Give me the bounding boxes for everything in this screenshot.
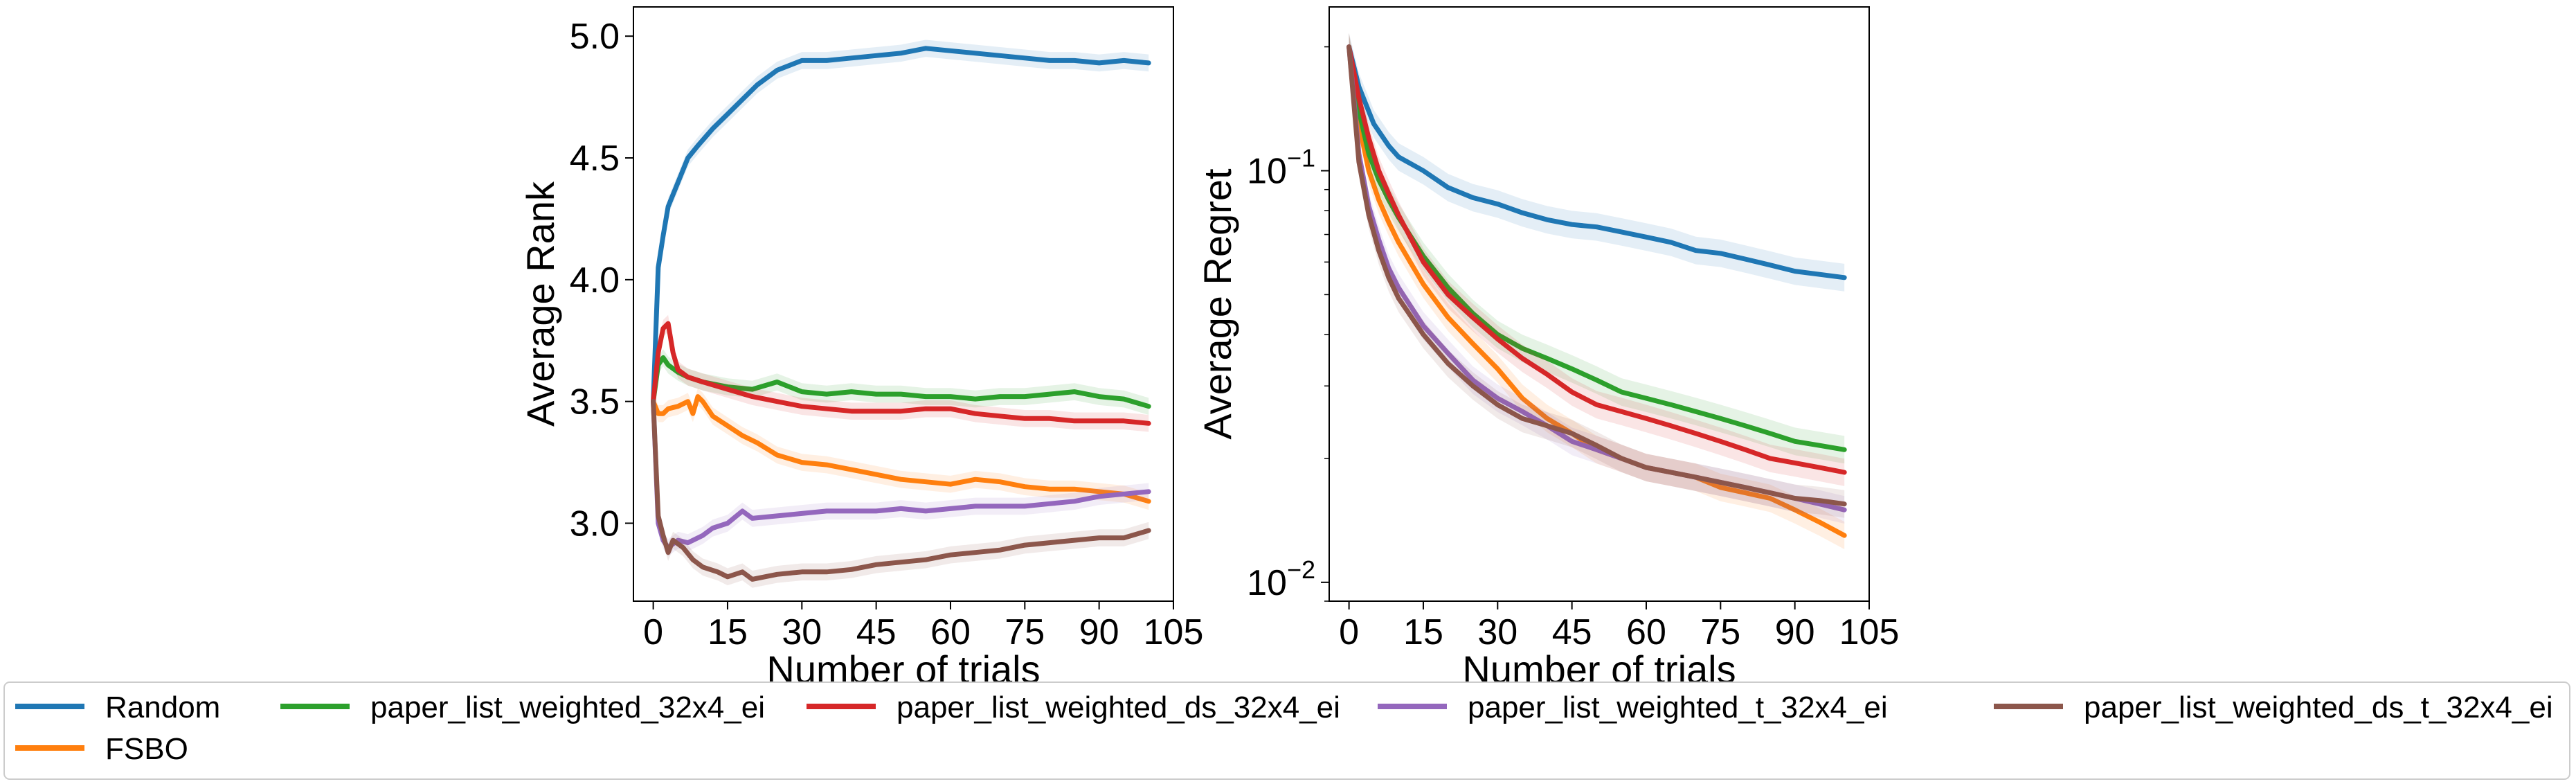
x-tick-label: 105 bbox=[1839, 612, 1900, 652]
x-tick-label: 30 bbox=[1477, 612, 1517, 652]
line-paper-list-weighted-t-32x4-ei bbox=[651, 399, 1151, 551]
x-tick-label: 75 bbox=[1700, 612, 1740, 652]
y-tick-label: 3.0 bbox=[570, 504, 620, 544]
legend-frame bbox=[3, 681, 2570, 780]
x-tick-label: 0 bbox=[1339, 612, 1359, 652]
band-random bbox=[653, 39, 1149, 410]
legend-entry-paper-list-weighted-t-32x4-ei: paper_list_weighted_t_32x4_ei bbox=[1378, 691, 1888, 724]
legend-entry-fsbo: FSBO bbox=[15, 732, 188, 766]
series-paper-list-weighted-ds-32x4-ei bbox=[651, 314, 1151, 432]
line-random bbox=[651, 46, 1151, 404]
y-tick-label: 4.5 bbox=[570, 139, 620, 179]
series-fsbo bbox=[651, 388, 1151, 510]
y-tick-label: 10−2 bbox=[1247, 555, 1315, 603]
series-paper-list-weighted-ds-t-32x4-ei bbox=[651, 393, 1151, 588]
line-random bbox=[1346, 44, 1847, 280]
x-tick-label: 30 bbox=[782, 612, 822, 652]
legend-label: Random bbox=[105, 691, 220, 724]
y-tick-label: 3.5 bbox=[570, 382, 620, 422]
x-tick-label: 15 bbox=[1403, 612, 1443, 652]
legend: Random FSBO paper_list_weighted_32x4_ei pap… bbox=[3, 681, 2570, 780]
legend-label: paper_list_weighted_t_32x4_ei bbox=[1468, 691, 1888, 724]
plot-frame bbox=[633, 6, 1174, 602]
x-tick-label: 90 bbox=[1775, 612, 1815, 652]
band-random bbox=[1349, 33, 1845, 292]
y-tick-label: 4.0 bbox=[570, 260, 620, 301]
legend-label: FSBO bbox=[105, 732, 188, 766]
x-tick-label: 15 bbox=[708, 612, 748, 652]
legend-entry-paper-list-weighted-ds-t-32x4-ei: paper_list_weighted_ds_t_32x4_ei bbox=[1994, 691, 2553, 724]
y-axis-title: Average Rank bbox=[519, 181, 562, 427]
legend-entry-paper-list-weighted-32x4-ei: paper_list_weighted_32x4_ei bbox=[280, 691, 765, 724]
line-paper-list-weighted-ds-t-32x4-ei bbox=[1346, 44, 1847, 507]
line-paper-list-weighted-ds-t-32x4-ei bbox=[651, 399, 1151, 582]
x-tick-label: 105 bbox=[1144, 612, 1204, 652]
x-tick-label: 45 bbox=[856, 612, 897, 652]
band-paper-list-weighted-ds-32x4-ei bbox=[653, 314, 1149, 432]
y-axis-title: Average Regret bbox=[1196, 168, 1239, 440]
series-random bbox=[651, 39, 1151, 410]
legend-label: paper_list_weighted_32x4_ei bbox=[370, 691, 765, 724]
series-paper-list-weighted-ds-32x4-ei bbox=[1346, 33, 1847, 486]
x-tick-label: 75 bbox=[1005, 612, 1045, 652]
series-paper-list-weighted-ds-t-32x4-ei bbox=[1346, 33, 1847, 518]
band-paper-list-weighted-32x4-ei bbox=[1349, 33, 1845, 464]
line-paper-list-weighted-32x4-ei bbox=[1346, 44, 1847, 452]
x-tick-label: 60 bbox=[930, 612, 971, 652]
legend-label: paper_list_weighted_ds_t_32x4_ei bbox=[2084, 691, 2553, 724]
x-tick-label: 90 bbox=[1079, 612, 1119, 652]
legend-label: paper_list_weighted_ds_32x4_ei bbox=[897, 691, 1340, 724]
line-fsbo bbox=[651, 394, 1151, 504]
band-fsbo bbox=[653, 388, 1149, 510]
legend-entry-paper-list-weighted-ds-32x4-ei: paper_list_weighted_ds_32x4_ei bbox=[807, 691, 1340, 724]
series-random bbox=[1346, 33, 1847, 292]
x-tick-label: 0 bbox=[643, 612, 663, 652]
band-paper-list-weighted-ds-32x4-ei bbox=[1349, 33, 1845, 486]
x-tick-label: 45 bbox=[1552, 612, 1592, 652]
series-paper-list-weighted-32x4-ei bbox=[1346, 33, 1847, 464]
plot-frame bbox=[1328, 6, 1870, 602]
line-paper-list-weighted-ds-32x4-ei bbox=[651, 321, 1151, 426]
band-paper-list-weighted-ds-t-32x4-ei bbox=[1349, 33, 1845, 518]
series-paper-list-weighted-t-32x4-ei bbox=[651, 393, 1151, 556]
y-tick-label: 5.0 bbox=[570, 17, 620, 57]
line-paper-list-weighted-ds-32x4-ei bbox=[1346, 44, 1847, 475]
line-fsbo bbox=[1346, 44, 1847, 538]
legend-entry-random: Random bbox=[15, 691, 220, 724]
band-paper-list-weighted-ds-t-32x4-ei bbox=[653, 393, 1149, 588]
y-tick-label: 10−1 bbox=[1247, 143, 1315, 191]
x-tick-label: 60 bbox=[1626, 612, 1666, 652]
